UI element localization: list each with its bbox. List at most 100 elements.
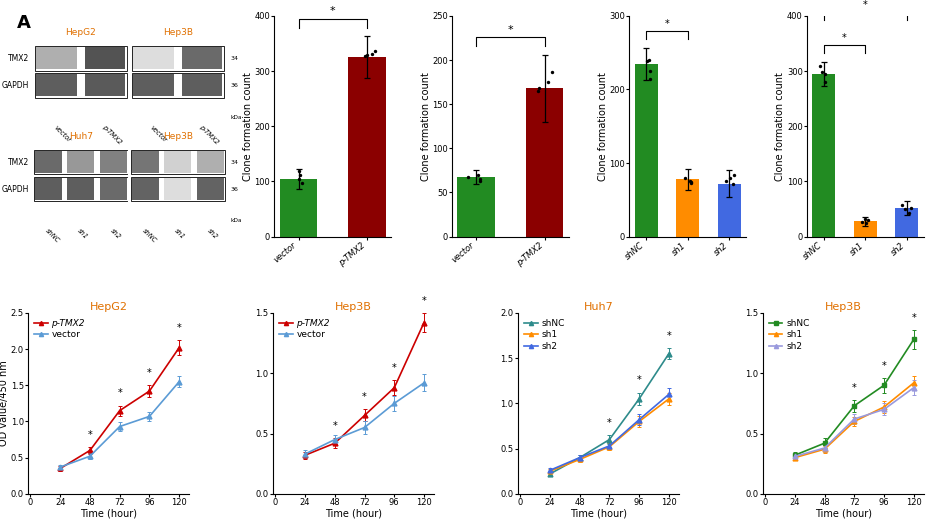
Point (817, 70, 832, 79)
Bar (35, 151, 63, 173)
Point (684, 178, 699, 187)
Point (471, 170, 486, 179)
Bar (164, 151, 191, 173)
Point (643, 66, 658, 75)
Text: *: * (118, 388, 122, 398)
Legend: shNC, sh1, sh2: shNC, sh1, sh2 (522, 318, 566, 353)
Point (718, 177, 733, 186)
Text: A: A (17, 14, 31, 32)
Point (860, 216, 875, 224)
Point (530, 87, 545, 95)
Text: *: * (664, 19, 669, 29)
Text: sh2: sh2 (109, 228, 121, 241)
Point (473, 174, 488, 183)
Point (898, 205, 912, 213)
Text: Hep3B: Hep3B (162, 28, 193, 37)
X-axis label: Time (hour): Time (hour) (570, 508, 627, 518)
Text: 36: 36 (230, 83, 239, 88)
Bar (35, 73, 127, 98)
Bar (854, 221, 877, 237)
Text: *: * (508, 25, 513, 35)
Legend: p-TMX2, vector: p-TMX2, vector (277, 318, 331, 341)
Bar (85, 47, 125, 70)
Y-axis label: Clone formation count: Clone formation count (775, 72, 786, 181)
Text: GAPDH: GAPDH (2, 184, 29, 193)
Text: kDa: kDa (230, 218, 243, 224)
Point (678, 174, 693, 182)
Point (683, 177, 698, 185)
Text: *: * (842, 33, 847, 43)
Bar (132, 178, 159, 200)
Bar (132, 46, 224, 71)
Text: *: * (863, 0, 868, 10)
Text: *: * (176, 323, 182, 333)
Legend: p-TMX2, vector: p-TMX2, vector (33, 318, 87, 341)
Text: 34: 34 (230, 159, 239, 165)
Point (639, 57, 654, 66)
Point (818, 78, 833, 87)
Title: HepG2: HepG2 (90, 302, 128, 312)
Bar (348, 57, 386, 237)
Bar (182, 74, 222, 97)
Point (727, 171, 742, 179)
Text: *: * (882, 361, 886, 371)
Bar (813, 74, 835, 237)
Point (858, 215, 873, 223)
Text: *: * (666, 331, 671, 341)
Point (726, 179, 741, 188)
Text: sh1: sh1 (174, 228, 187, 241)
Text: shNC: shNC (44, 228, 61, 244)
Point (895, 201, 910, 210)
Text: TMX2: TMX2 (7, 54, 29, 63)
Point (540, 78, 555, 87)
Point (365, 49, 380, 58)
Text: vector: vector (52, 124, 72, 143)
Bar (132, 73, 224, 98)
Bar (718, 184, 741, 237)
Point (642, 56, 657, 64)
Point (858, 218, 873, 227)
Point (360, 50, 375, 59)
X-axis label: Time (hour): Time (hour) (325, 508, 382, 518)
Text: p-TMX2: p-TMX2 (101, 124, 122, 145)
Text: sh2: sh2 (206, 228, 218, 241)
Bar (67, 178, 94, 200)
Point (815, 68, 830, 76)
Text: 34: 34 (230, 56, 239, 61)
Point (545, 68, 560, 76)
Text: *: * (362, 392, 367, 402)
Bar (896, 208, 918, 237)
Text: sh1: sh1 (77, 228, 90, 241)
Point (722, 174, 737, 182)
Bar (85, 74, 125, 97)
X-axis label: Time (hour): Time (hour) (815, 508, 871, 518)
Point (903, 204, 918, 212)
Bar (131, 150, 225, 174)
Point (368, 47, 383, 55)
Point (813, 62, 828, 71)
Text: GAPDH: GAPDH (2, 81, 29, 90)
Bar (35, 46, 127, 71)
Y-axis label: Clone formation count: Clone formation count (598, 72, 608, 181)
Bar (197, 178, 224, 200)
Bar (280, 178, 317, 237)
Text: *: * (912, 313, 916, 322)
Point (473, 177, 488, 185)
Text: *: * (607, 418, 612, 428)
Bar (164, 178, 191, 200)
Point (901, 209, 916, 218)
Text: Huh7: Huh7 (69, 132, 93, 141)
X-axis label: Time (hour): Time (hour) (80, 508, 137, 518)
Point (532, 84, 547, 92)
Text: p-TMX2: p-TMX2 (198, 124, 219, 145)
Point (683, 178, 698, 187)
Text: vector: vector (149, 124, 169, 143)
Bar (34, 177, 128, 201)
Bar (36, 47, 77, 70)
Bar (35, 178, 63, 200)
Text: Hep3B: Hep3B (162, 132, 193, 141)
Bar (525, 88, 564, 237)
Title: Hep3B: Hep3B (825, 302, 861, 312)
Point (292, 167, 307, 175)
Text: *: * (332, 421, 337, 431)
